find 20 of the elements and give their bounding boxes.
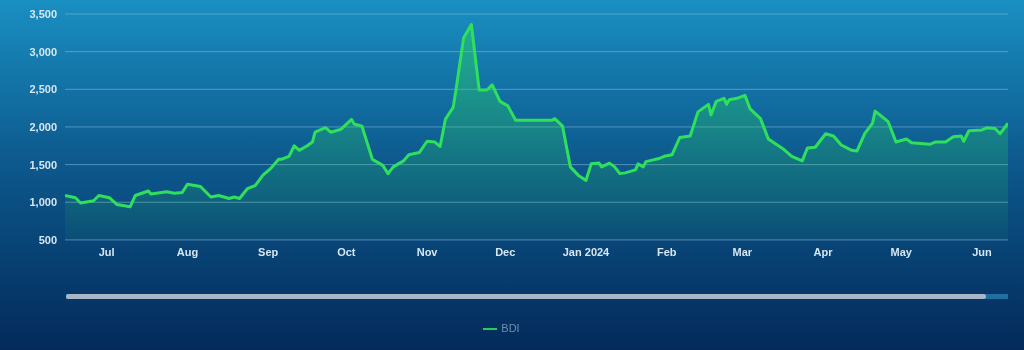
x-tick-label: Jan 2024 <box>562 245 611 258</box>
y-tick-label: 1,000 <box>29 196 57 209</box>
y-tick-label: 3,500 <box>29 7 57 20</box>
x-tick-label: Feb <box>656 245 677 258</box>
y-tick-label: 2,500 <box>29 83 57 96</box>
y-tick-label: 2,000 <box>29 120 57 133</box>
x-tick-label: Aug <box>176 245 199 258</box>
x-tick-label: Nov <box>416 245 439 258</box>
y-tick-label: 1,500 <box>29 158 57 171</box>
x-tick-label: Dec <box>495 245 516 258</box>
x-tick-label: Oct <box>337 245 356 258</box>
y-tick-label: 3,000 <box>29 45 57 58</box>
x-tick-label: Jun <box>972 245 993 258</box>
legend-label: BDI <box>501 321 520 334</box>
x-tick-label: Jul <box>98 245 115 258</box>
y-tick-label: 500 <box>38 233 57 246</box>
x-tick-label: Sep <box>258 245 279 258</box>
x-tick-label: Mar <box>732 245 753 258</box>
x-tick-label: May <box>890 245 913 258</box>
x-tick-label: Apr <box>813 245 834 258</box>
